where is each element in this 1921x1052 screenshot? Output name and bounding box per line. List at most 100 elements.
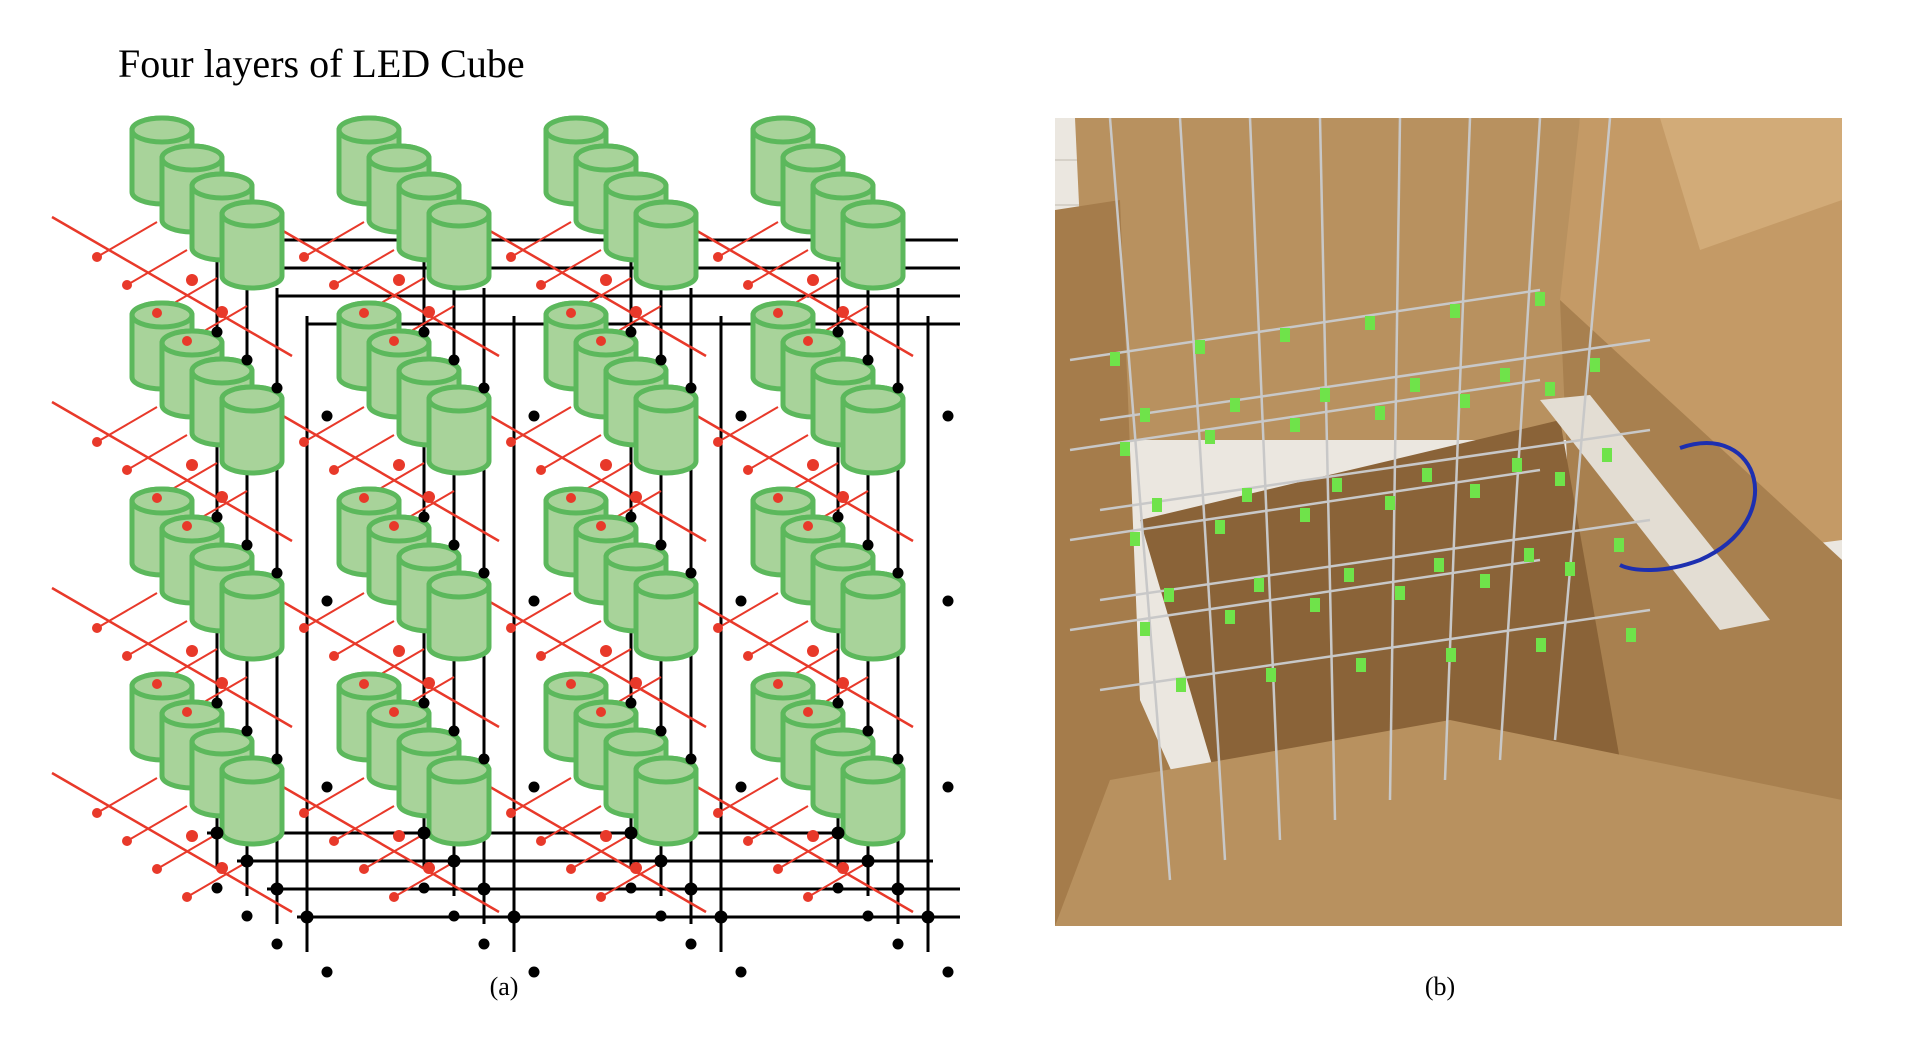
anode-joint [359,308,369,318]
anode-row-wire [51,586,293,729]
cube-layer-wire [1099,338,1651,422]
anode-joint [713,252,723,262]
cathode-joint [211,882,223,894]
anode-joint [423,491,435,503]
photo-led [1614,538,1624,552]
cathode-joint [241,725,253,737]
cathode-joint [655,910,667,922]
cathode-joint [417,826,431,840]
anode-joint [773,308,783,318]
photo-led [1535,292,1545,306]
anode-joint [152,864,162,874]
cathode-joint [321,410,333,422]
photo-led [1375,406,1385,420]
anode-row-wire [465,400,707,543]
anode-joint [600,645,612,657]
anode-branch-wire [96,777,158,814]
anode-joint [393,274,405,286]
anode-joint [743,280,753,290]
box-back-flap [1075,118,1580,440]
cathode-joint [418,511,430,523]
photo-led [1470,484,1480,498]
anode-joint [389,336,399,346]
led [840,570,906,662]
photo-led [1225,610,1235,624]
photo-led [1356,658,1366,672]
anode-joint [600,830,612,842]
cube-column-wire [1443,118,1472,781]
cathode-joint [862,354,874,366]
anode-joint [773,864,783,874]
anode-joint [807,830,819,842]
cathode-joint [300,910,314,924]
anode-joint [186,274,198,286]
cathode-joint [211,511,223,523]
anode-row-wire [258,215,500,358]
anode-joint [216,862,228,874]
anode-joint [743,651,753,661]
led [426,755,492,847]
cathode-joint [211,697,223,709]
anode-row-wire [51,400,293,543]
anode-joint [506,437,516,447]
anode-joint [600,274,612,286]
photo-led [1230,398,1240,412]
photo-led [1266,668,1276,682]
anode-joint [329,280,339,290]
cathode-joint [685,382,697,394]
anode-row-wire [672,586,914,729]
photo-led [1500,368,1510,382]
led [840,755,906,847]
anode-joint [596,521,606,531]
cathode-joint [655,539,667,551]
cathode-joint [892,382,904,394]
anode-branch-wire [303,777,365,814]
anode-joint [506,623,516,633]
anode-joint [122,280,132,290]
anode-joint [566,679,576,689]
photo-led [1332,478,1342,492]
photo-led [1195,340,1205,354]
anode-joint [182,521,192,531]
anode-joint [807,645,819,657]
anode-joint [152,308,162,318]
anode-joint [773,493,783,503]
anode-joint [713,623,723,633]
anode-joint [837,306,849,318]
anode-joint [359,864,369,874]
anode-joint [600,459,612,471]
anode-branch-wire [363,833,425,870]
anode-joint [807,459,819,471]
anode-row-wire [465,771,707,914]
led [633,755,699,847]
cathode-joint [528,595,540,607]
photo-led [1215,520,1225,534]
anode-row-wire [51,771,293,914]
cathode-joint [478,938,490,950]
cathode-joint [942,410,954,422]
anode-branch-wire [540,620,602,657]
cathode-joint [271,938,283,950]
anode-joint [773,679,783,689]
blue-wire [1619,441,1758,572]
photo-led [1450,304,1460,318]
anode-branch-wire [807,861,869,898]
cathode-joint [735,966,747,978]
cube-layer-wire [1069,558,1541,632]
anode-branch-wire [126,434,188,471]
photo-led [1176,678,1186,692]
anode-joint [837,491,849,503]
anode-joint [630,862,642,874]
anode-joint [596,336,606,346]
cathode-joint [832,326,844,338]
photo-led [1290,418,1300,432]
anode-row-wire [51,215,293,358]
cathode-joint [624,826,638,840]
photo-led [1344,568,1354,582]
anode-branch-wire [126,805,188,842]
anode-joint [566,493,576,503]
anode-branch-wire [333,249,395,286]
cathode-joint [832,511,844,523]
photo-led [1395,586,1405,600]
anode-branch-wire [747,249,809,286]
